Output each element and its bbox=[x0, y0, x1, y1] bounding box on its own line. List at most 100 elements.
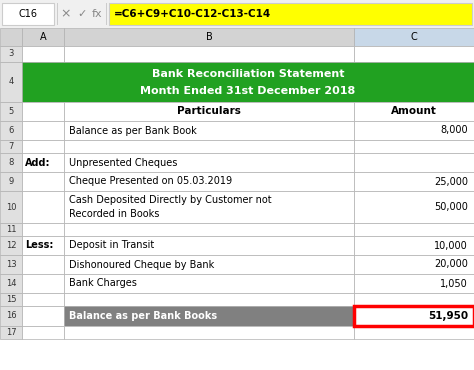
Bar bbox=[22, 293, 64, 306]
Text: B: B bbox=[206, 32, 212, 42]
Bar bbox=[22, 140, 64, 153]
Bar bbox=[0, 121, 22, 140]
Bar bbox=[64, 28, 354, 46]
Bar bbox=[22, 172, 64, 191]
Bar bbox=[0, 293, 22, 306]
Text: A: A bbox=[40, 32, 46, 42]
Bar bbox=[64, 236, 354, 255]
Bar bbox=[64, 223, 354, 236]
Bar bbox=[64, 306, 354, 326]
Bar bbox=[22, 153, 64, 172]
Bar bbox=[64, 102, 354, 121]
Bar bbox=[354, 293, 474, 306]
Bar bbox=[0, 274, 22, 293]
Text: Cash Deposited Directly by Customer not: Cash Deposited Directly by Customer not bbox=[69, 195, 272, 205]
Text: C: C bbox=[410, 32, 418, 42]
Bar bbox=[354, 46, 474, 62]
Bar bbox=[22, 223, 64, 236]
Bar bbox=[354, 191, 474, 223]
Bar bbox=[22, 274, 64, 293]
Text: 10,000: 10,000 bbox=[434, 240, 468, 250]
Text: 8: 8 bbox=[9, 158, 14, 167]
Bar bbox=[0, 102, 22, 121]
Bar bbox=[0, 255, 22, 274]
Text: 3: 3 bbox=[9, 50, 14, 58]
Bar bbox=[0, 153, 22, 172]
Text: 11: 11 bbox=[6, 225, 16, 234]
Text: 17: 17 bbox=[6, 328, 16, 337]
Text: 1,050: 1,050 bbox=[440, 279, 468, 289]
Text: Bank Reconciliation Statement: Bank Reconciliation Statement bbox=[152, 69, 344, 79]
Bar bbox=[64, 153, 354, 172]
Text: Unpresented Cheques: Unpresented Cheques bbox=[69, 158, 177, 168]
Text: Balance as per Bank Book: Balance as per Bank Book bbox=[69, 125, 197, 135]
Bar bbox=[0, 326, 22, 339]
Bar bbox=[0, 28, 22, 46]
Bar bbox=[354, 153, 474, 172]
Text: Balance as per Bank Books: Balance as per Bank Books bbox=[69, 311, 217, 321]
Bar bbox=[64, 274, 354, 293]
Text: 6: 6 bbox=[9, 126, 14, 135]
Bar bbox=[64, 191, 354, 223]
Bar bbox=[354, 223, 474, 236]
Text: Add:: Add: bbox=[25, 158, 51, 168]
Text: Particulars: Particulars bbox=[177, 107, 241, 117]
Bar bbox=[0, 236, 22, 255]
Bar bbox=[22, 236, 64, 255]
Text: Dishonoured Cheque by Bank: Dishonoured Cheque by Bank bbox=[69, 259, 214, 269]
Text: 9: 9 bbox=[9, 177, 14, 186]
Bar bbox=[22, 102, 64, 121]
Bar bbox=[22, 46, 64, 62]
Bar bbox=[57, 3, 58, 25]
Text: 5: 5 bbox=[9, 107, 14, 116]
Bar bbox=[22, 28, 64, 46]
Bar bbox=[106, 3, 107, 25]
Bar bbox=[22, 62, 474, 102]
Text: fx: fx bbox=[91, 9, 102, 19]
Bar bbox=[354, 326, 474, 339]
Bar bbox=[22, 306, 64, 326]
Text: 12: 12 bbox=[6, 241, 16, 250]
Text: 50,000: 50,000 bbox=[434, 202, 468, 212]
Bar bbox=[64, 255, 354, 274]
Bar bbox=[64, 121, 354, 140]
Text: Recorded in Books: Recorded in Books bbox=[69, 209, 159, 219]
Text: 25,000: 25,000 bbox=[434, 176, 468, 186]
Bar bbox=[0, 223, 22, 236]
Text: 14: 14 bbox=[6, 279, 16, 288]
Bar bbox=[0, 62, 22, 102]
Text: 10: 10 bbox=[6, 202, 16, 212]
Text: 15: 15 bbox=[6, 295, 16, 304]
Bar bbox=[354, 140, 474, 153]
Bar bbox=[354, 102, 474, 121]
Bar bbox=[64, 140, 354, 153]
Bar bbox=[354, 306, 474, 326]
Text: 13: 13 bbox=[6, 260, 16, 269]
Bar bbox=[2, 3, 54, 25]
Text: ✓: ✓ bbox=[77, 9, 87, 19]
Bar bbox=[22, 121, 64, 140]
Bar bbox=[64, 326, 354, 339]
Bar bbox=[22, 191, 64, 223]
Bar bbox=[0, 46, 22, 62]
Bar bbox=[354, 274, 474, 293]
Text: Bank Charges: Bank Charges bbox=[69, 279, 137, 289]
Text: 7: 7 bbox=[9, 142, 14, 151]
Bar bbox=[22, 255, 64, 274]
Bar bbox=[64, 293, 354, 306]
Text: Month Ended 31st December 2018: Month Ended 31st December 2018 bbox=[140, 86, 356, 96]
Text: ×: × bbox=[61, 7, 71, 20]
Bar bbox=[354, 28, 474, 46]
Bar bbox=[0, 0, 474, 28]
Text: 20,000: 20,000 bbox=[434, 259, 468, 269]
Bar bbox=[354, 121, 474, 140]
Text: 4: 4 bbox=[9, 77, 14, 87]
Text: Cheque Presented on 05.03.2019: Cheque Presented on 05.03.2019 bbox=[69, 176, 232, 186]
Bar bbox=[0, 191, 22, 223]
Bar bbox=[354, 236, 474, 255]
Bar bbox=[0, 306, 22, 326]
Bar bbox=[109, 3, 472, 25]
Text: 8,000: 8,000 bbox=[440, 125, 468, 135]
Bar bbox=[64, 46, 354, 62]
Bar bbox=[0, 140, 22, 153]
